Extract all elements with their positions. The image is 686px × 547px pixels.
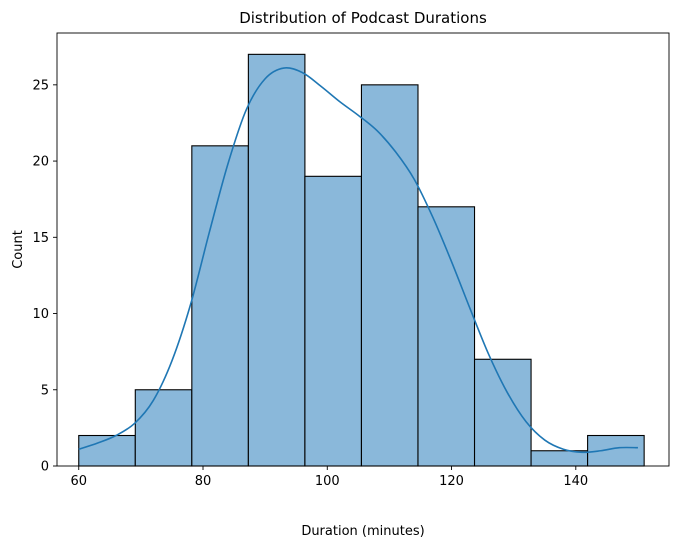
histogram-bar xyxy=(304,175,362,467)
bars-group xyxy=(78,53,645,467)
x-tick-label: 100 xyxy=(315,474,340,489)
histogram-bar xyxy=(78,434,136,467)
x-tick-label: 140 xyxy=(563,474,588,489)
y-tick-label: 10 xyxy=(32,307,49,322)
histogram-bar xyxy=(417,206,476,467)
y-axis-label: Count xyxy=(11,230,26,269)
y-tick-label: 20 xyxy=(32,155,49,170)
histogram-bar xyxy=(530,450,589,467)
x-axis-label: Duration (minutes) xyxy=(301,524,424,539)
histogram-bar xyxy=(360,84,419,467)
plot-frame xyxy=(56,32,670,467)
x-axis: 60 80 100 120 140 xyxy=(70,466,588,489)
histogram-bar xyxy=(473,358,532,467)
chart-title: Distribution of Podcast Durations xyxy=(239,9,487,27)
y-tick-label: 15 xyxy=(32,231,49,246)
kde-curve xyxy=(78,67,638,454)
y-tick-label: 25 xyxy=(32,78,49,93)
x-tick-label: 60 xyxy=(70,474,87,489)
histogram-bar xyxy=(247,53,306,467)
y-tick-label: 0 xyxy=(41,460,49,475)
x-tick-label: 80 xyxy=(195,474,212,489)
histogram-bar xyxy=(191,145,249,467)
x-tick-label: 120 xyxy=(439,474,464,489)
y-tick-label: 5 xyxy=(41,383,49,398)
y-axis: 0 5 10 15 20 25 xyxy=(32,78,57,475)
histogram-bar xyxy=(134,389,193,467)
